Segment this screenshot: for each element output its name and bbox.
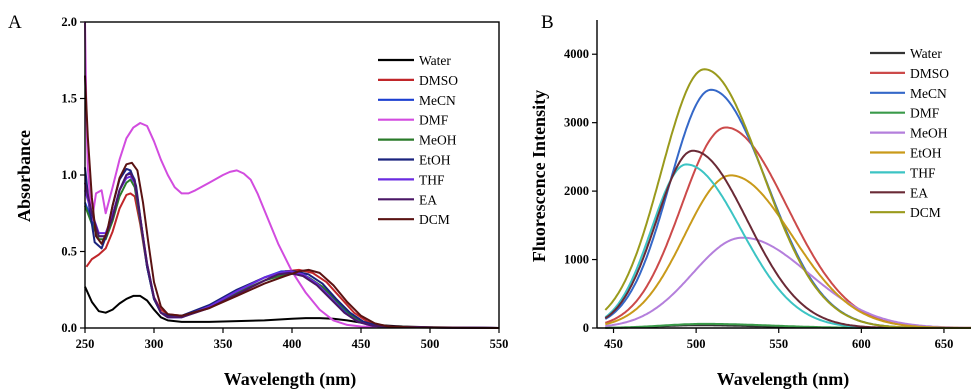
series-line-a-water <box>84 286 500 329</box>
y-tick-label-b: 1000 <box>564 253 589 267</box>
y-tick-label-a: 2.0 <box>61 15 77 29</box>
tick-layer-b: 450 500 550 600 650 0 1000 2000 3000 4000 <box>564 47 953 351</box>
x-tick-label-a: 350 <box>214 337 233 351</box>
legend-label-b-water: Water <box>910 46 942 61</box>
legend-label-a-water: Water <box>419 53 451 68</box>
fluorescence-chart: B Wavelength (nm) Fluorescence Intensity… <box>529 12 971 389</box>
legend-a: Water DMSO MeCN DMF MeOH EtOH THF EA DCM <box>378 53 458 227</box>
legend-label-b-dmf: DMF <box>910 106 940 121</box>
series-layer-a <box>84 21 500 329</box>
legend-label-a-meoh: MeOH <box>419 133 457 148</box>
x-axis-title-b: Wavelength (nm) <box>717 369 850 389</box>
x-tick-label-a: 500 <box>421 337 440 351</box>
x-axis-title-a: Wavelength (nm) <box>224 369 357 389</box>
x-tick-label-b: 600 <box>852 337 871 351</box>
x-tick-label-b: 500 <box>687 337 706 351</box>
y-tick-label-b: 0 <box>583 321 589 335</box>
panel-label-a: A <box>8 12 22 33</box>
x-tick-label-a: 400 <box>283 337 302 351</box>
panel-label-b: B <box>541 12 554 33</box>
legend-label-a-dmso: DMSO <box>419 73 458 88</box>
y-axis-title-b: Fluorescence Intensity <box>529 90 549 262</box>
y-tick-label-b: 3000 <box>564 116 589 130</box>
series-line-a-dmf <box>84 21 500 329</box>
plot-frame-a <box>84 21 500 329</box>
x-tick-label-b: 450 <box>604 337 623 351</box>
legend-label-a-dcm: DCM <box>419 212 450 227</box>
x-tick-label-b: 650 <box>935 337 954 351</box>
tick-layer-a: 250 300 350 400 450 500 550 0.0 0.5 1.0 1.5 2.0 <box>61 15 508 351</box>
axes-b <box>596 20 971 329</box>
y-tick-label-a: 1.0 <box>61 168 77 182</box>
absorbance-chart: A Wavelength (nm) Absorbance 250 300 350 40… <box>8 12 508 389</box>
legend-label-b-ea: EA <box>910 185 928 200</box>
legend-label-b-meoh: MeOH <box>910 126 948 141</box>
x-tick-label-a: 250 <box>76 337 95 351</box>
y-tick-label-a: 1.5 <box>61 92 77 106</box>
series-line-a-dcm <box>84 75 500 329</box>
y-tick-label-a: 0.5 <box>61 245 77 259</box>
legend-label-a-mecn: MeCN <box>419 93 456 108</box>
x-tick-label-a: 450 <box>352 337 371 351</box>
legend-label-b-thf: THF <box>910 165 936 180</box>
x-tick-label-b: 550 <box>769 337 788 351</box>
legend-label-a-dmf: DMF <box>419 113 449 128</box>
y-tick-label-a: 0.0 <box>61 321 77 335</box>
legend-label-a-thf: THF <box>419 172 445 187</box>
legend-b: Water DMSO MeCN DMF MeOH EtOH THF EA DCM <box>870 46 949 220</box>
series-line-b-meoh <box>605 236 971 329</box>
legend-label-b-dmso: DMSO <box>910 66 949 81</box>
y-tick-label-b: 2000 <box>564 184 589 198</box>
legend-label-a-ea: EA <box>419 192 437 207</box>
series-line-a-ea <box>84 172 500 329</box>
y-tick-label-b: 4000 <box>564 47 589 61</box>
legend-label-a-etoh: EtOH <box>419 153 451 168</box>
legend-label-b-dcm: DCM <box>910 205 941 220</box>
legend-label-b-etoh: EtOH <box>910 146 942 161</box>
legend-label-b-mecn: MeCN <box>910 86 947 101</box>
series-line-b-etoh <box>605 174 971 329</box>
x-tick-label-a: 550 <box>490 337 509 351</box>
y-axis-title-a: Absorbance <box>14 130 34 222</box>
x-tick-label-a: 300 <box>145 337 164 351</box>
